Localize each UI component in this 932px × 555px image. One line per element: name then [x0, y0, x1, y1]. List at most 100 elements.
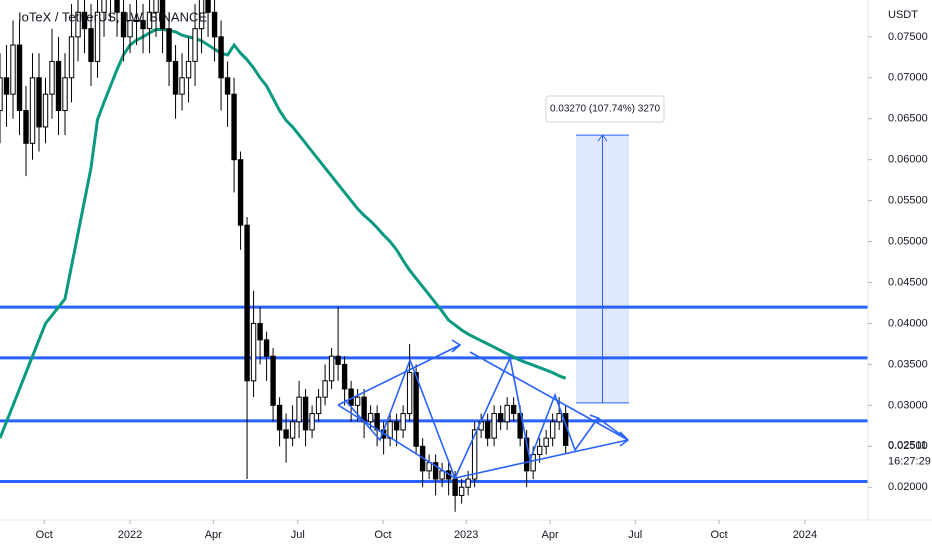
- candle-body: [536, 445, 543, 455]
- candle-body: [140, 19, 146, 30]
- candle-body: [497, 413, 504, 423]
- candle-body: [237, 159, 244, 226]
- candle-body: [465, 478, 471, 488]
- candle-body: [205, 0, 211, 13]
- plot-area: [0, 0, 868, 512]
- candle-body: [341, 363, 348, 390]
- candle-body: [432, 462, 439, 480]
- x-tick-label: Jul: [291, 529, 305, 541]
- y-tick-label: 0.07000: [888, 72, 928, 84]
- candle-body: [374, 413, 380, 431]
- candle-body: [101, 0, 107, 13]
- candle-body: [192, 28, 198, 62]
- candle-body: [146, 11, 153, 30]
- candle-body: [179, 77, 185, 95]
- candle-body: [185, 60, 192, 79]
- measure-label-box: [545, 95, 665, 123]
- x-tick-label: Apr: [541, 529, 558, 541]
- candle-body: [556, 413, 562, 423]
- candle-body: [322, 380, 328, 398]
- y-tick-label: 0.06000: [888, 154, 928, 166]
- candle-body: [530, 453, 536, 472]
- candle-body: [263, 339, 270, 357]
- candle-body: [224, 77, 231, 95]
- zigzag: [344, 355, 629, 481]
- candle-body: [283, 429, 289, 439]
- measure-arrow-head: [597, 134, 608, 142]
- measure-label: 0.03270 (107.74%) 3270: [550, 104, 661, 115]
- candle-body: [42, 93, 49, 128]
- y-tick-label: 0.03500: [888, 358, 928, 370]
- candle-body: [250, 322, 257, 382]
- candle-body: [491, 413, 497, 439]
- candle-body: [367, 413, 374, 423]
- candle-body: [315, 396, 322, 415]
- candle-body: [55, 60, 62, 112]
- chart-title: IoTeX / TetherUS, 1W, BINANCE: [18, 9, 207, 24]
- y-tick-label: 0.07500: [888, 31, 928, 43]
- y-tick-label: 0.02000: [888, 481, 928, 493]
- candle-body: [510, 404, 517, 415]
- candle-body: [354, 396, 361, 406]
- candle-body: [3, 77, 10, 95]
- candle-body: [198, 0, 205, 30]
- candle-body: [68, 36, 75, 79]
- y-tick-label: 0.04500: [888, 276, 928, 288]
- candle-body: [159, 0, 166, 30]
- candle-body: [335, 355, 341, 365]
- candle-body: [439, 470, 445, 480]
- arrow-heads: [451, 339, 630, 447]
- candle-body: [0, 77, 3, 112]
- candle-body: [231, 93, 237, 161]
- moving-average: [0, 28, 567, 439]
- last-price: 0.02511: [888, 439, 927, 451]
- candle-body: [484, 421, 491, 439]
- countdown: 16:27:29: [888, 455, 931, 467]
- candle-body: [309, 413, 315, 431]
- candle-body: [153, 0, 159, 13]
- candle-body: [218, 36, 224, 79]
- candle-body: [413, 372, 419, 447]
- candle-body: [543, 437, 549, 447]
- candle-body: [328, 355, 335, 382]
- candle-body: [120, 11, 127, 38]
- x-tick-label: 2024: [793, 529, 817, 541]
- candle-body: [276, 404, 283, 431]
- candle-body: [504, 404, 510, 423]
- candle-body: [270, 355, 276, 406]
- candle-body: [257, 322, 263, 341]
- y-tick-label: 0.06500: [888, 113, 928, 125]
- candle-body: [211, 11, 218, 38]
- y-tick-label: 0.05000: [888, 235, 928, 247]
- y-tick-label: 0.03000: [888, 399, 928, 411]
- candle-body: [114, 0, 120, 13]
- pattern-drawing: [337, 339, 630, 481]
- candle-body: [549, 421, 556, 439]
- candle-body: [23, 110, 29, 144]
- candle-body: [94, 11, 101, 62]
- x-tick-label: Apr: [205, 529, 222, 541]
- candle-body: [88, 28, 94, 62]
- x-tick-label: Oct: [711, 529, 728, 541]
- candle-body: [133, 19, 140, 22]
- x-tick-label: 2022: [118, 529, 142, 541]
- candle-body: [471, 429, 478, 480]
- candle-body: [172, 60, 179, 95]
- y-tick-label: 0.05500: [888, 195, 928, 207]
- x-tick-label: Oct: [374, 529, 391, 541]
- candle-body: [361, 396, 367, 423]
- candle-body: [406, 372, 413, 415]
- candle-body: [289, 421, 296, 439]
- candle-body: [81, 11, 88, 30]
- x-tick-label: 2023: [454, 529, 478, 541]
- candle-body: [10, 44, 16, 95]
- candle-body: [393, 421, 400, 431]
- x-tick-label: Oct: [36, 529, 53, 541]
- candle-body: [244, 224, 250, 382]
- candle-body: [29, 77, 36, 144]
- candle-body: [62, 77, 68, 112]
- candle-body: [302, 396, 309, 431]
- y-tick-label: 0.04000: [888, 317, 928, 329]
- x-tick-label: Jul: [628, 529, 642, 541]
